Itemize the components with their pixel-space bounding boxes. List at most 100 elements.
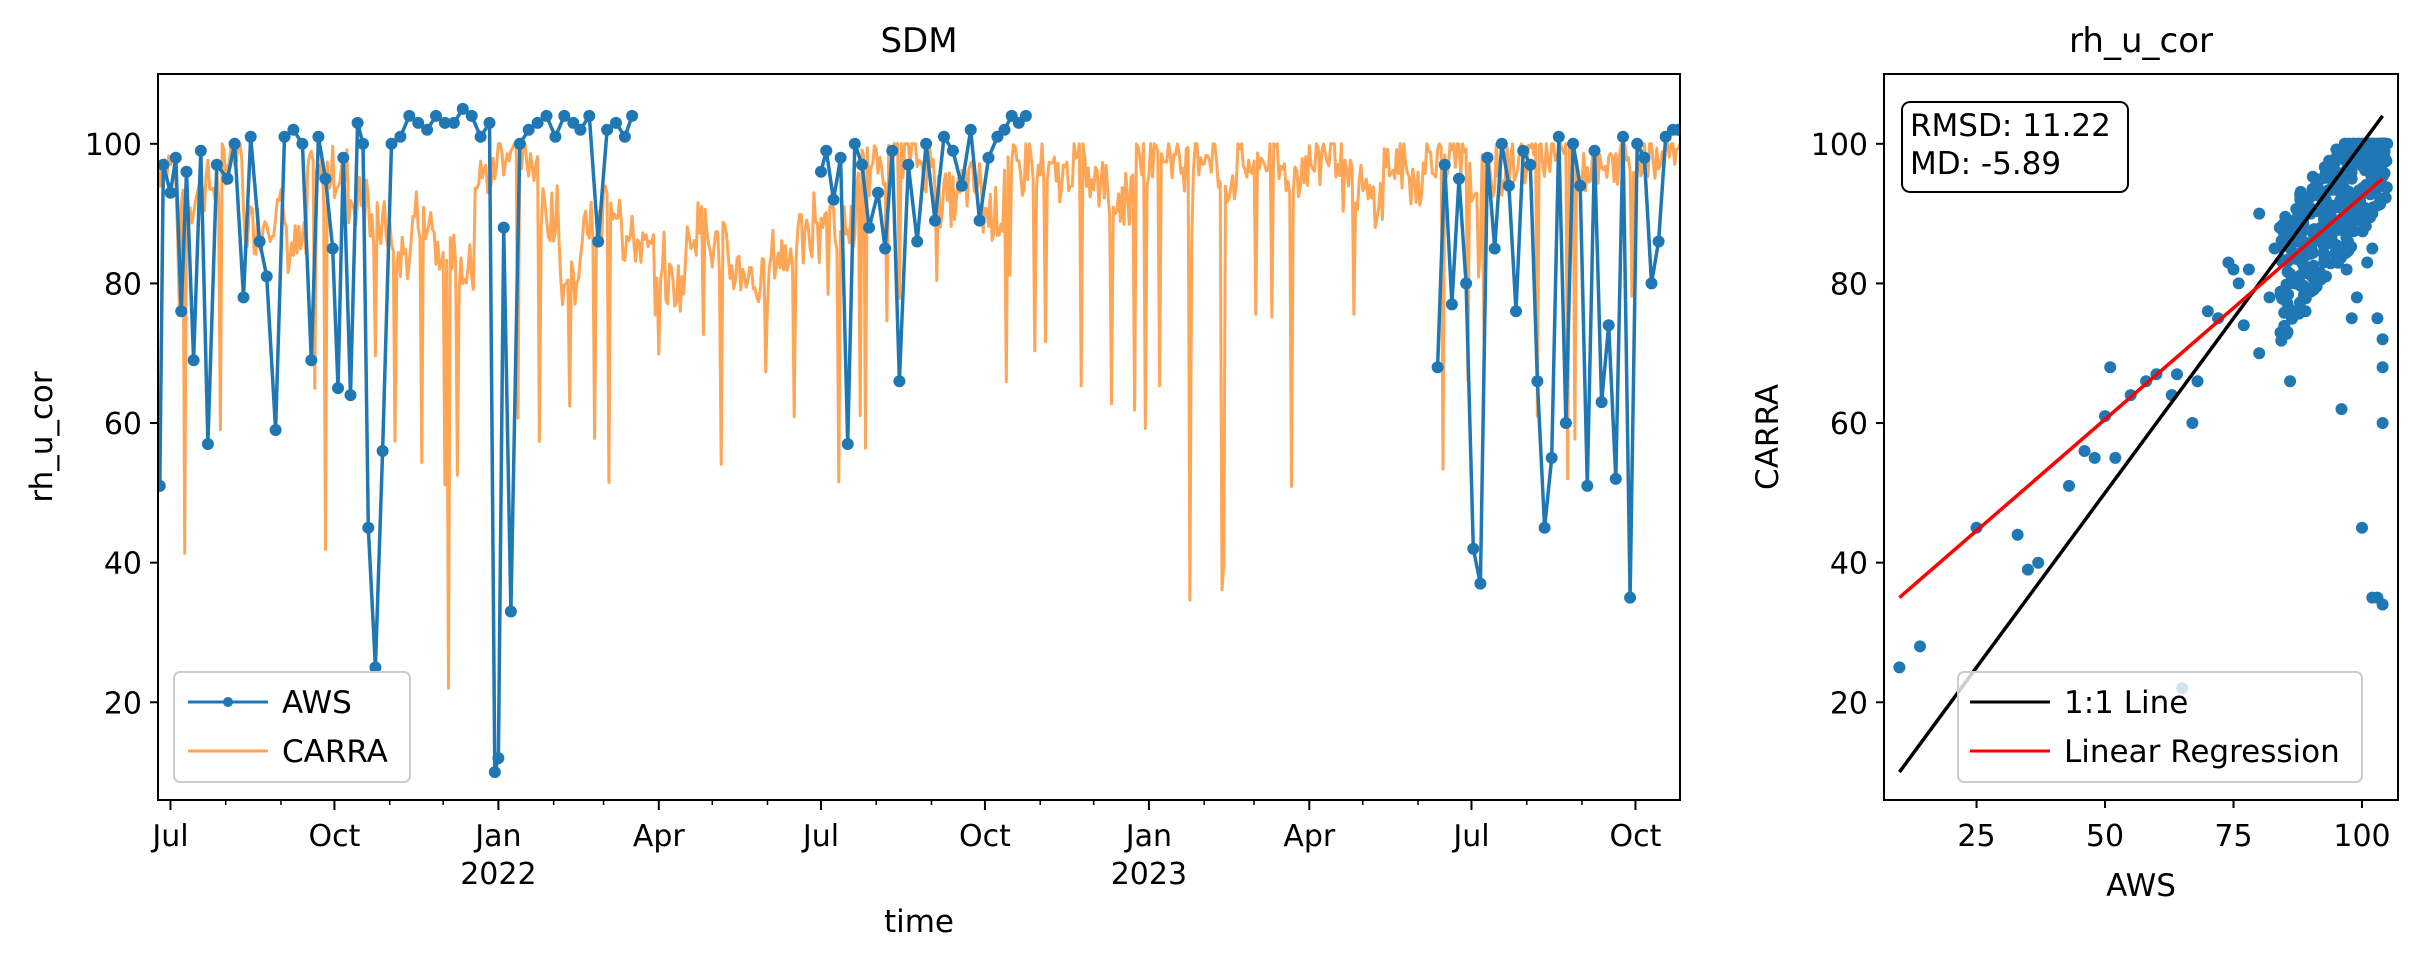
legend-box	[173, 671, 411, 783]
aws-point	[558, 109, 571, 122]
aws-point	[483, 116, 496, 129]
aws-point	[296, 137, 309, 150]
aws-point	[421, 123, 434, 136]
regression-line	[1898, 177, 2384, 599]
y-tick-label: 60	[104, 407, 142, 442]
aws-point	[522, 123, 535, 136]
annotation-box	[1901, 101, 2129, 193]
aws-point	[911, 235, 924, 248]
aws-point	[210, 158, 223, 171]
aws-point	[332, 382, 344, 395]
aws-point	[1581, 479, 1594, 492]
scatter-point	[2021, 563, 2034, 576]
y-tick-label: 40	[1830, 547, 1868, 582]
scatter-point	[2078, 445, 2091, 457]
y-axis-label: CARRA	[1750, 384, 1786, 490]
aws-point	[438, 116, 451, 129]
aws-point	[886, 144, 899, 157]
aws-point	[540, 109, 553, 122]
scatter-point	[2011, 528, 2024, 541]
scatter-point	[2297, 279, 2310, 292]
y-tick-label: 60	[1830, 407, 1868, 442]
aws-point	[1467, 542, 1480, 555]
aws-point	[287, 123, 300, 136]
scatter-point	[2319, 231, 2332, 244]
scatter-point	[2212, 312, 2225, 325]
y-tick-label: 80	[1830, 267, 1868, 302]
aws-point	[1545, 451, 1558, 464]
aws-point	[474, 130, 487, 143]
aws-point	[827, 193, 840, 206]
scatter-point	[2088, 451, 2101, 464]
aws-point	[269, 424, 282, 436]
scatter-point	[2300, 197, 2313, 209]
aws-point	[194, 144, 207, 157]
aws-point	[412, 116, 425, 129]
scatter-point	[2376, 333, 2389, 346]
scatter-point	[2289, 213, 2302, 226]
scatter-point	[2356, 521, 2368, 534]
aws-point	[1602, 319, 1615, 332]
scatter-point	[2331, 241, 2344, 254]
aws-point	[1474, 577, 1487, 590]
scatter-point	[2307, 280, 2320, 293]
aws-point	[1672, 123, 1680, 136]
aws-point	[351, 116, 364, 129]
aws-point	[1531, 375, 1544, 388]
aws-point	[998, 123, 1011, 136]
scatter-point	[2339, 215, 2352, 228]
scatter-point	[1970, 521, 1983, 534]
scatter-point	[2232, 277, 2245, 290]
x-tick-label: 50	[2086, 819, 2124, 854]
aws-point	[504, 605, 517, 618]
legend: AWS CARRA	[173, 671, 411, 783]
aws-point	[601, 123, 614, 136]
scatter-point	[2308, 223, 2321, 236]
scatter-point	[2334, 194, 2347, 207]
x-tick-year-label: 2022	[460, 857, 536, 892]
aws-point	[158, 158, 170, 171]
x-tick-label: Jul	[150, 819, 188, 854]
aws-point	[492, 752, 505, 765]
carra-line	[158, 142, 1680, 690]
aws-point	[362, 521, 375, 534]
aws-point	[326, 242, 339, 255]
aws-point	[964, 123, 977, 136]
legend-aws-label: AWS	[282, 685, 352, 721]
scatter-point	[2300, 267, 2313, 280]
aws-point	[1567, 137, 1580, 150]
legend-regression-label: Linear Regression	[2064, 734, 2340, 770]
scatter-point	[2379, 181, 2392, 193]
aws-point	[1552, 130, 1565, 143]
scatter-point	[2171, 368, 2183, 381]
aws-point	[337, 151, 350, 164]
scatter-point	[2295, 256, 2308, 269]
aws-point	[1460, 277, 1473, 290]
scatter-point	[2274, 285, 2287, 298]
scatter-point	[2336, 152, 2349, 165]
y-tick-label: 100	[85, 128, 142, 163]
aws-point	[1438, 158, 1451, 171]
scatter-point	[2366, 157, 2379, 170]
scatter-point	[2376, 417, 2389, 429]
aws-point	[1645, 277, 1658, 290]
aws-point	[982, 151, 995, 164]
scatter-point	[2331, 256, 2344, 269]
x-tick-label: Jan	[473, 819, 521, 854]
aws-point	[626, 109, 639, 122]
aws-point	[394, 130, 407, 143]
md-text: MD: -5.89	[1910, 146, 2061, 182]
aws-point	[1495, 137, 1508, 150]
aws-point	[164, 186, 177, 199]
aws-point	[465, 109, 478, 122]
scatter-point	[2242, 263, 2255, 276]
legend-box	[1957, 671, 2363, 783]
series-group	[158, 102, 1680, 779]
aws-point	[228, 137, 241, 150]
aws-point	[376, 445, 389, 457]
aws-point	[237, 291, 250, 304]
x-tick-label: Oct	[959, 819, 1011, 854]
scatter-point	[2227, 263, 2240, 276]
x-axis-label: AWS	[2106, 868, 2176, 904]
